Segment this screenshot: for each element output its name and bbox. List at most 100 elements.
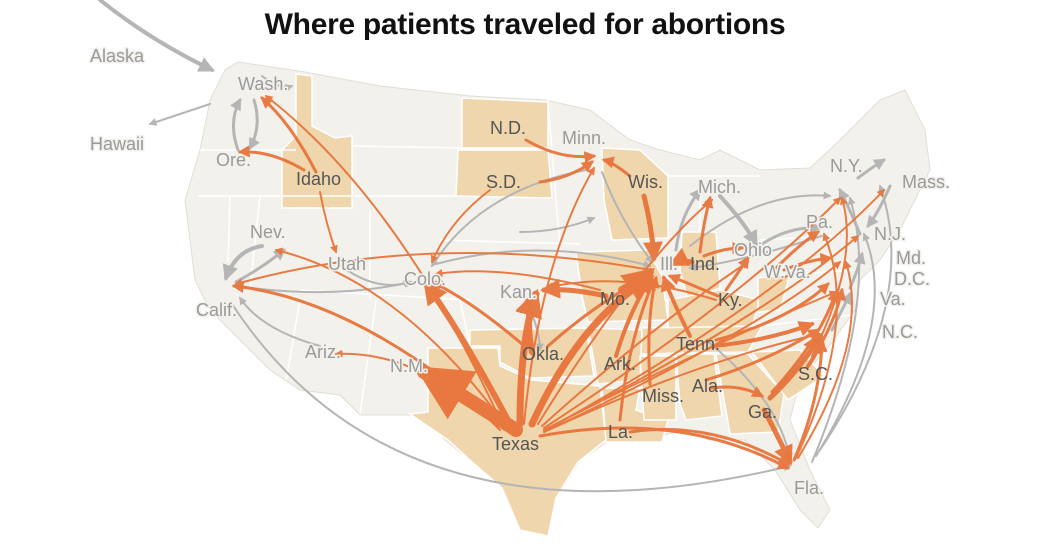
flow-texas-nj (543, 234, 860, 431)
flow-wva-md (782, 252, 833, 272)
flow-nd-minn (524, 138, 597, 164)
label-alaska: Alaska (90, 46, 145, 66)
flow-ind-ohio (702, 242, 745, 258)
state-wisconsin (601, 147, 669, 241)
flow-wis-minn (601, 156, 632, 178)
flow-grey-nev-calif (222, 244, 264, 282)
state-west-virginia (757, 273, 792, 313)
label-ohio: Ohio (734, 240, 772, 260)
label-hawaii: Hawaii (90, 134, 144, 154)
flow-texas-wash (264, 95, 503, 425)
flow-fla-dc (797, 260, 853, 459)
label-wash: Wash. (238, 74, 288, 94)
label-idaho: Idaho (296, 169, 341, 189)
flow-grey-ariz-calif (239, 296, 321, 347)
label-wva: W.Va. (764, 262, 811, 282)
label-mich: Mich. (698, 177, 741, 197)
label-nev: Nev. (250, 222, 286, 242)
label-colo: Colo. (404, 269, 446, 289)
label-mo: Mo. (600, 289, 630, 309)
label-ky: Ky. (718, 290, 743, 310)
label-tenn: Tenn. (676, 334, 720, 354)
flow-texas-mass (545, 188, 886, 431)
flow-grey-fla-nj (815, 232, 876, 457)
flow-grey-nc-va (830, 291, 852, 332)
map-title: Where patients traveled for abortions (264, 8, 786, 41)
flow-ill-calif (234, 251, 651, 287)
flow-ind-ill (668, 247, 695, 267)
flow-grey-ill-ny (689, 191, 832, 247)
flow-texas-ill (528, 274, 655, 428)
label-ark: Ark. (604, 354, 636, 374)
flow-grey-colo-ill (435, 249, 652, 269)
label-sd: S.D. (486, 172, 521, 192)
state-alabama (675, 353, 723, 421)
flow-tenn-nc (712, 321, 815, 348)
flow-texas-calif (231, 281, 506, 430)
flow-texas-ny (543, 196, 842, 429)
flow-grey-mich-ohio (718, 194, 758, 247)
label-la: La. (608, 422, 633, 442)
flow-texas-ariz (334, 349, 501, 431)
flow-texas-md (543, 260, 842, 433)
flow-texas-mich (537, 198, 714, 425)
flow-texas-kan (515, 288, 542, 428)
flow-grey-fla-ny (811, 196, 861, 463)
flow-grey-utah-colo (343, 267, 412, 288)
flow-ky-ohio (724, 256, 750, 292)
label-nc: N.C. (882, 322, 918, 342)
label-md: Md. (896, 248, 926, 268)
label-okla: Okla. (522, 344, 564, 364)
flow-mo-colo (434, 269, 601, 291)
flow-grey-ill-minn (519, 216, 596, 233)
label-sc: S.C. (798, 364, 833, 384)
label-nj: N.J. (874, 224, 906, 244)
label-mass: Mass. (902, 172, 950, 192)
label-nd: N.D. (490, 118, 526, 138)
label-ala: Ala. (692, 376, 723, 396)
flow-grey-ore-wash (230, 97, 242, 152)
label-texas: Texas (492, 434, 539, 454)
flow-grey-calif-fla (231, 303, 792, 493)
label-nm: N.M. (390, 356, 428, 376)
label-ore: Ore. (216, 150, 251, 170)
flow-grey-ny-mass (856, 158, 887, 180)
flow-tenn-ill (660, 274, 692, 338)
flow-grey-alaska (98, 0, 215, 72)
flow-ky-kan (544, 280, 717, 301)
flow-wis-ill (641, 193, 663, 262)
label-miss: Miss. (642, 386, 684, 406)
flow-texas-fla (538, 426, 791, 470)
flow-texas-nc (543, 331, 822, 433)
flow-ala-ga (710, 385, 765, 398)
label-ill: Ill. (660, 254, 678, 274)
state-labels: Alaska Hawaii Wash. Ore. Idaho Nev. Cali… (89, 45, 952, 500)
flow-grey-mass-nj (866, 184, 892, 228)
flow-sd-minn (538, 160, 594, 184)
label-utah: Utah (328, 254, 366, 274)
label-ind: Ind. (690, 254, 720, 274)
label-fla: Fla. (794, 478, 824, 498)
flow-grey-wash-ore (248, 98, 260, 151)
flow-idaho-utah (319, 191, 338, 254)
state-north-dakota (461, 97, 549, 149)
flow-fla-pa (795, 232, 838, 459)
flow-texas-ohio (541, 261, 750, 427)
flow-grey-nj-ny (838, 187, 862, 236)
flow-grey-minn-colo (431, 169, 587, 268)
flows-grey (98, 0, 893, 493)
label-dc: D.C. (894, 269, 930, 289)
flow-grey-ohio-pa (760, 221, 823, 246)
flow-sc-ny (811, 196, 848, 357)
label-wis: Wis. (628, 172, 663, 192)
label-ga: Ga. (748, 402, 777, 422)
flow-grey-ill-mich (674, 188, 702, 252)
flows-orange (231, 95, 886, 470)
flow-wva-pa (774, 230, 820, 270)
label-ny: N.Y. (830, 156, 863, 176)
label-ariz: Ariz. (305, 342, 341, 362)
flow-sc-va (810, 287, 846, 362)
label-va: Va. (880, 289, 906, 309)
flow-grey-fla-mass (819, 184, 893, 451)
